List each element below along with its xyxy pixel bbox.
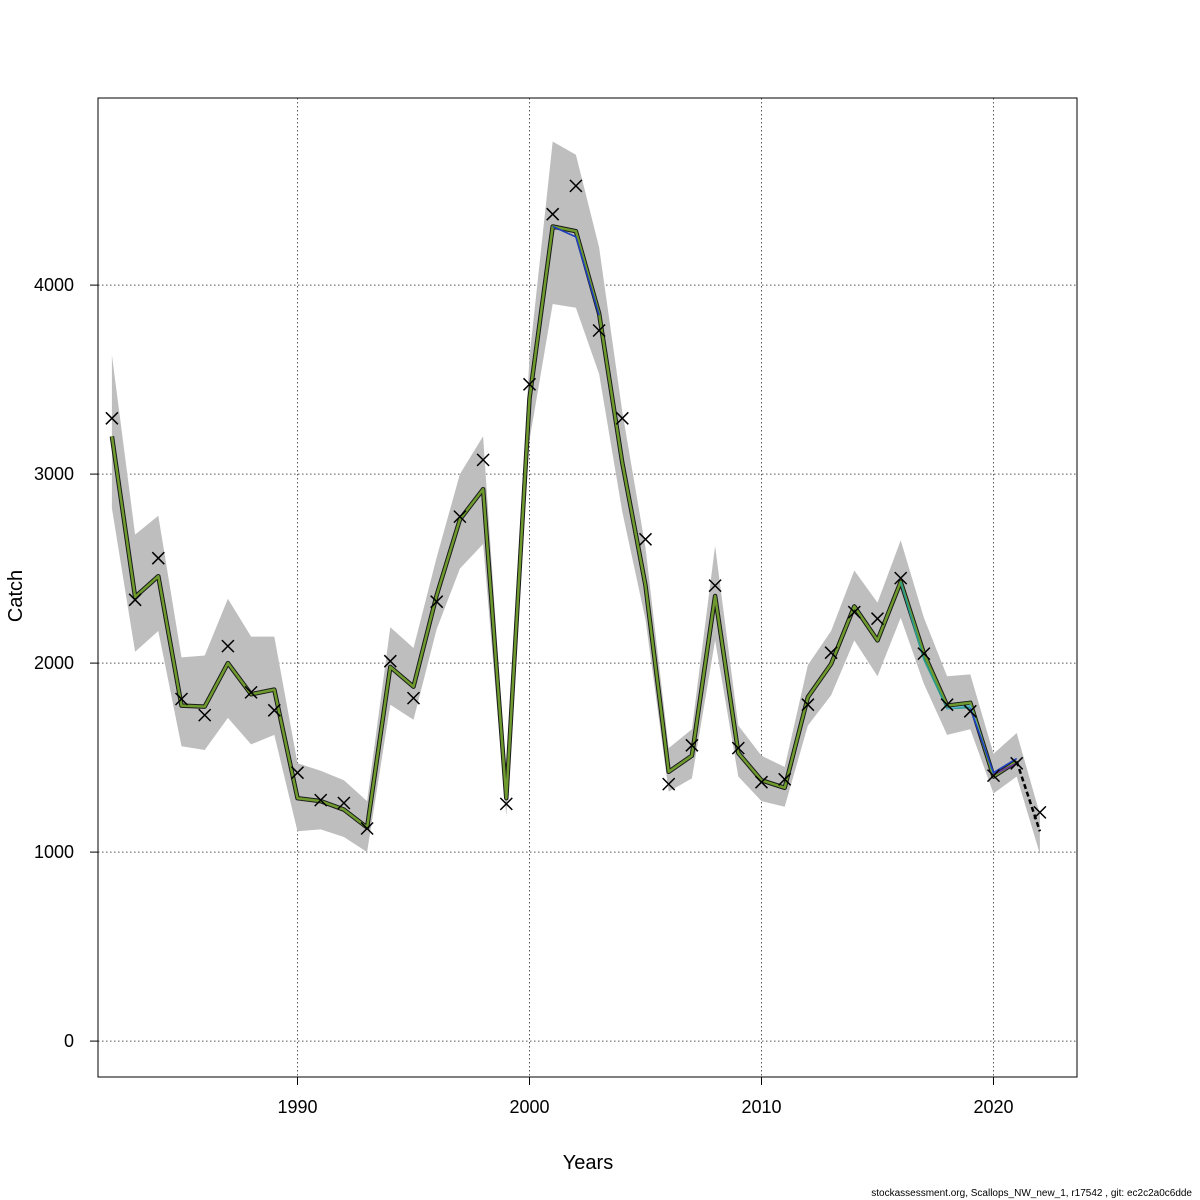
- observed-point: [383, 654, 397, 668]
- observed-point: [105, 411, 119, 425]
- observed-point: [778, 772, 792, 786]
- observed-point: [662, 777, 676, 791]
- observed-point: [476, 453, 490, 467]
- x-tick-label: 2000: [509, 1097, 549, 1117]
- observed-point: [731, 741, 745, 755]
- forecast-line: [1015, 761, 1042, 832]
- observed-point: [406, 691, 421, 705]
- observed-point: [522, 377, 537, 391]
- confidence-band: [111, 141, 1040, 854]
- observed-point: [221, 639, 235, 653]
- y-axis-title: Catch: [5, 570, 27, 622]
- observed-point: [894, 571, 908, 585]
- observed-point: [963, 704, 977, 718]
- x-axis: 1990 2000 2010 2020: [277, 1077, 1014, 1117]
- observed-point: [244, 685, 258, 699]
- y-tick-label: 1000: [34, 842, 74, 862]
- observed-point: [499, 797, 513, 811]
- observed-point: [986, 769, 1001, 783]
- observed-point: [546, 207, 560, 221]
- observed-point: [337, 796, 351, 810]
- x-tick-label: 2020: [973, 1097, 1013, 1117]
- y-tick-label: 0: [64, 1031, 74, 1051]
- observed-point: [708, 579, 722, 593]
- observed-point: [1010, 756, 1024, 770]
- observed-point: [754, 775, 769, 789]
- confidence-band-layer: [111, 141, 1040, 854]
- observed-point: [314, 793, 328, 807]
- observed-point: [360, 821, 374, 836]
- observed-point: [174, 692, 189, 706]
- peel-line: [899, 581, 971, 710]
- observed-point: [128, 593, 142, 607]
- y-tick-label: 4000: [34, 275, 74, 295]
- plot-frame: [97, 97, 1078, 1078]
- observed-point: [267, 703, 281, 717]
- footer-credit: stockassessment.org, Scallops_NW_new_1, …: [871, 1188, 1192, 1199]
- peel-line: [552, 225, 600, 316]
- observed-point: [638, 532, 653, 546]
- observed-point: [824, 646, 838, 660]
- observed-point: [1033, 805, 1047, 819]
- observed-point: [453, 510, 467, 524]
- y-tick-label: 3000: [34, 464, 74, 484]
- x-axis-title: Years: [563, 1152, 613, 1174]
- y-tick-label: 2000: [34, 653, 74, 673]
- series-layer: [109, 224, 1042, 832]
- observed-point: [198, 708, 212, 722]
- y-axis: 0 1000 2000 3000 4000: [34, 275, 98, 1051]
- peel-line: [969, 708, 1018, 774]
- observed-point: [685, 738, 699, 752]
- observed-point: [801, 698, 815, 712]
- observed-point: [151, 551, 165, 565]
- observed-point: [430, 595, 444, 609]
- estimated-catch-line: [110, 225, 1018, 829]
- observed-point: [569, 179, 583, 193]
- observed-point: [592, 323, 606, 338]
- x-tick-label: 1990: [277, 1097, 317, 1117]
- observed-point: [870, 612, 885, 626]
- observed-point: [615, 411, 629, 425]
- observed-markers: [105, 179, 1047, 836]
- x-tick-label: 2010: [741, 1097, 781, 1117]
- observed-point: [290, 766, 305, 780]
- observed-point: [940, 698, 954, 712]
- observed-point: [847, 605, 861, 619]
- observed-point: [917, 647, 931, 661]
